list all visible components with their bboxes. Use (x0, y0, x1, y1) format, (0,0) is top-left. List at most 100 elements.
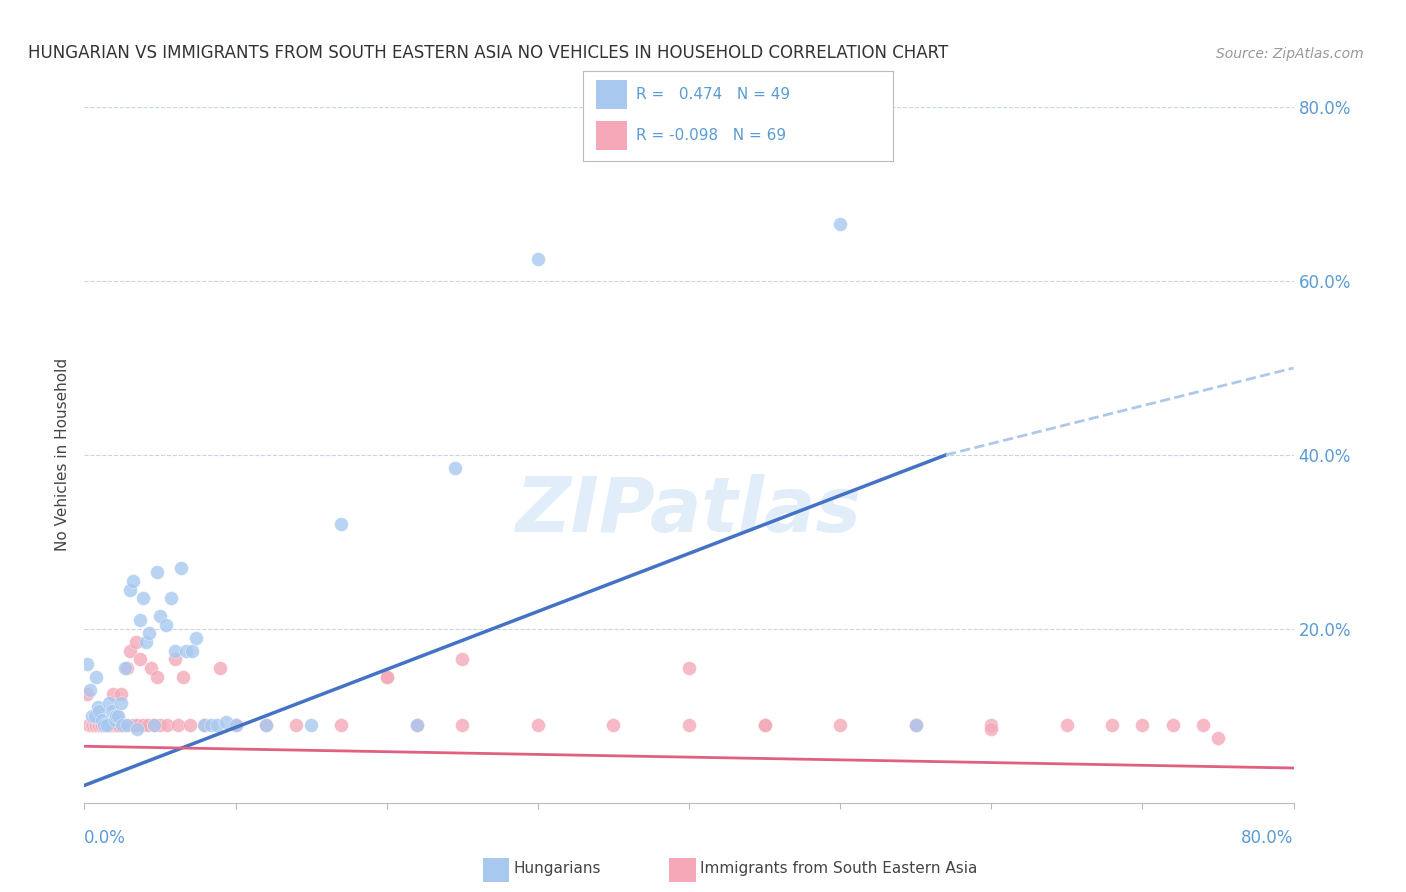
Text: HUNGARIAN VS IMMIGRANTS FROM SOUTH EASTERN ASIA NO VEHICLES IN HOUSEHOLD CORRELA: HUNGARIAN VS IMMIGRANTS FROM SOUTH EASTE… (28, 44, 949, 62)
Point (115, 661, 138, 675)
Point (451, 652, 474, 666)
Point (330, 517, 353, 532)
Point (115, 717, 138, 731)
Point (146, 670, 169, 684)
Bar (596, 80, 627, 109)
Point (142, 717, 165, 731)
Point (110, 696, 132, 710)
Point (179, 717, 201, 731)
Point (209, 661, 232, 675)
Point (527, 717, 550, 731)
Point (135, 635, 157, 649)
Point (146, 566, 169, 580)
Point (76, 657, 98, 671)
Point (118, 643, 141, 657)
Point (89, 717, 111, 731)
Point (93, 717, 115, 731)
Point (101, 687, 124, 701)
Point (132, 717, 155, 731)
Point (375, 670, 398, 684)
Point (678, 661, 700, 675)
Point (84, 717, 107, 731)
Point (156, 717, 179, 731)
Point (375, 670, 398, 684)
Point (142, 717, 165, 731)
Point (678, 717, 700, 731)
Bar (669, 857, 696, 882)
Point (149, 608, 172, 623)
Point (107, 708, 129, 723)
Point (254, 717, 277, 731)
Point (155, 617, 177, 632)
Point (104, 713, 127, 727)
Point (1192, 717, 1215, 731)
Point (980, 722, 1002, 736)
Text: 80.0%: 80.0% (1241, 829, 1294, 847)
Text: Immigrants from South Eastern Asia: Immigrants from South Eastern Asia (700, 862, 977, 876)
Point (104, 717, 127, 731)
Point (186, 631, 208, 645)
Point (194, 717, 217, 731)
Point (82, 717, 104, 731)
Point (91, 717, 114, 731)
Point (299, 717, 322, 731)
Point (97, 717, 120, 731)
Point (149, 717, 172, 731)
Text: 0.0%: 0.0% (84, 829, 127, 847)
Point (132, 591, 155, 606)
Point (167, 717, 190, 731)
Text: Hungarians: Hungarians (515, 862, 602, 876)
Point (1130, 717, 1153, 731)
Bar (482, 857, 509, 882)
Point (904, 717, 927, 731)
Point (80, 708, 103, 723)
Point (79, 682, 101, 697)
Point (406, 717, 429, 731)
Point (89, 705, 111, 719)
Point (138, 626, 160, 640)
Point (754, 717, 776, 731)
Point (97, 696, 120, 710)
Point (105, 708, 128, 723)
Point (108, 717, 131, 731)
Point (127, 722, 149, 736)
Point (129, 613, 152, 627)
Point (1161, 717, 1184, 731)
Text: R =   0.474   N = 49: R = 0.474 N = 49 (636, 87, 790, 102)
Point (111, 717, 134, 731)
Point (172, 670, 194, 684)
Point (904, 717, 927, 731)
Point (110, 687, 132, 701)
Point (451, 717, 474, 731)
Point (602, 717, 624, 731)
Point (105, 717, 128, 731)
Point (77, 717, 100, 731)
Point (121, 717, 143, 731)
Point (96, 717, 118, 731)
Point (165, 652, 187, 666)
Point (90, 717, 112, 731)
Point (136, 717, 159, 731)
Point (1056, 717, 1078, 731)
Text: R = -0.098   N = 69: R = -0.098 N = 69 (636, 128, 786, 143)
Text: ZIPatlas: ZIPatlas (516, 474, 862, 548)
Point (159, 591, 181, 606)
Point (225, 717, 247, 731)
Point (114, 661, 136, 675)
Point (91, 713, 114, 727)
Point (111, 717, 134, 731)
Point (1101, 717, 1123, 731)
Point (100, 717, 122, 731)
Point (207, 717, 229, 731)
Point (980, 717, 1002, 731)
Point (904, 717, 927, 731)
Point (180, 643, 202, 657)
Point (254, 717, 277, 731)
Point (406, 717, 429, 731)
Point (200, 717, 222, 731)
Point (80, 717, 103, 731)
Point (215, 714, 238, 729)
Point (96, 717, 118, 731)
Point (112, 717, 135, 731)
Point (830, 218, 852, 232)
